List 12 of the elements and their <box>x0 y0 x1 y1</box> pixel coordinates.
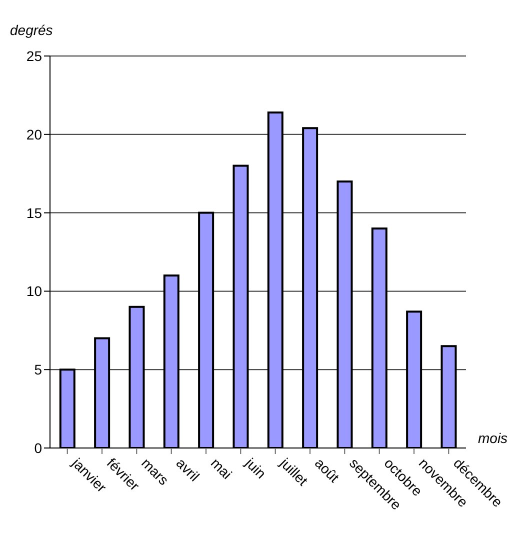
x-axis-title: mois <box>478 430 508 446</box>
y-tick-label: 15 <box>26 204 42 221</box>
x-tick-label: mai <box>208 454 236 482</box>
y-tick-label: 5 <box>34 362 42 378</box>
y-tick-label: 25 <box>26 48 42 64</box>
x-tick-label: juin <box>242 454 270 482</box>
y-tick-label: 0 <box>34 440 42 456</box>
x-tick-label: août <box>312 454 343 486</box>
x-tick-label: avril <box>173 454 203 484</box>
y-tick-label: 20 <box>26 126 42 142</box>
y-tick-label: 10 <box>26 283 42 300</box>
y-axis-title: degrés <box>10 22 53 38</box>
